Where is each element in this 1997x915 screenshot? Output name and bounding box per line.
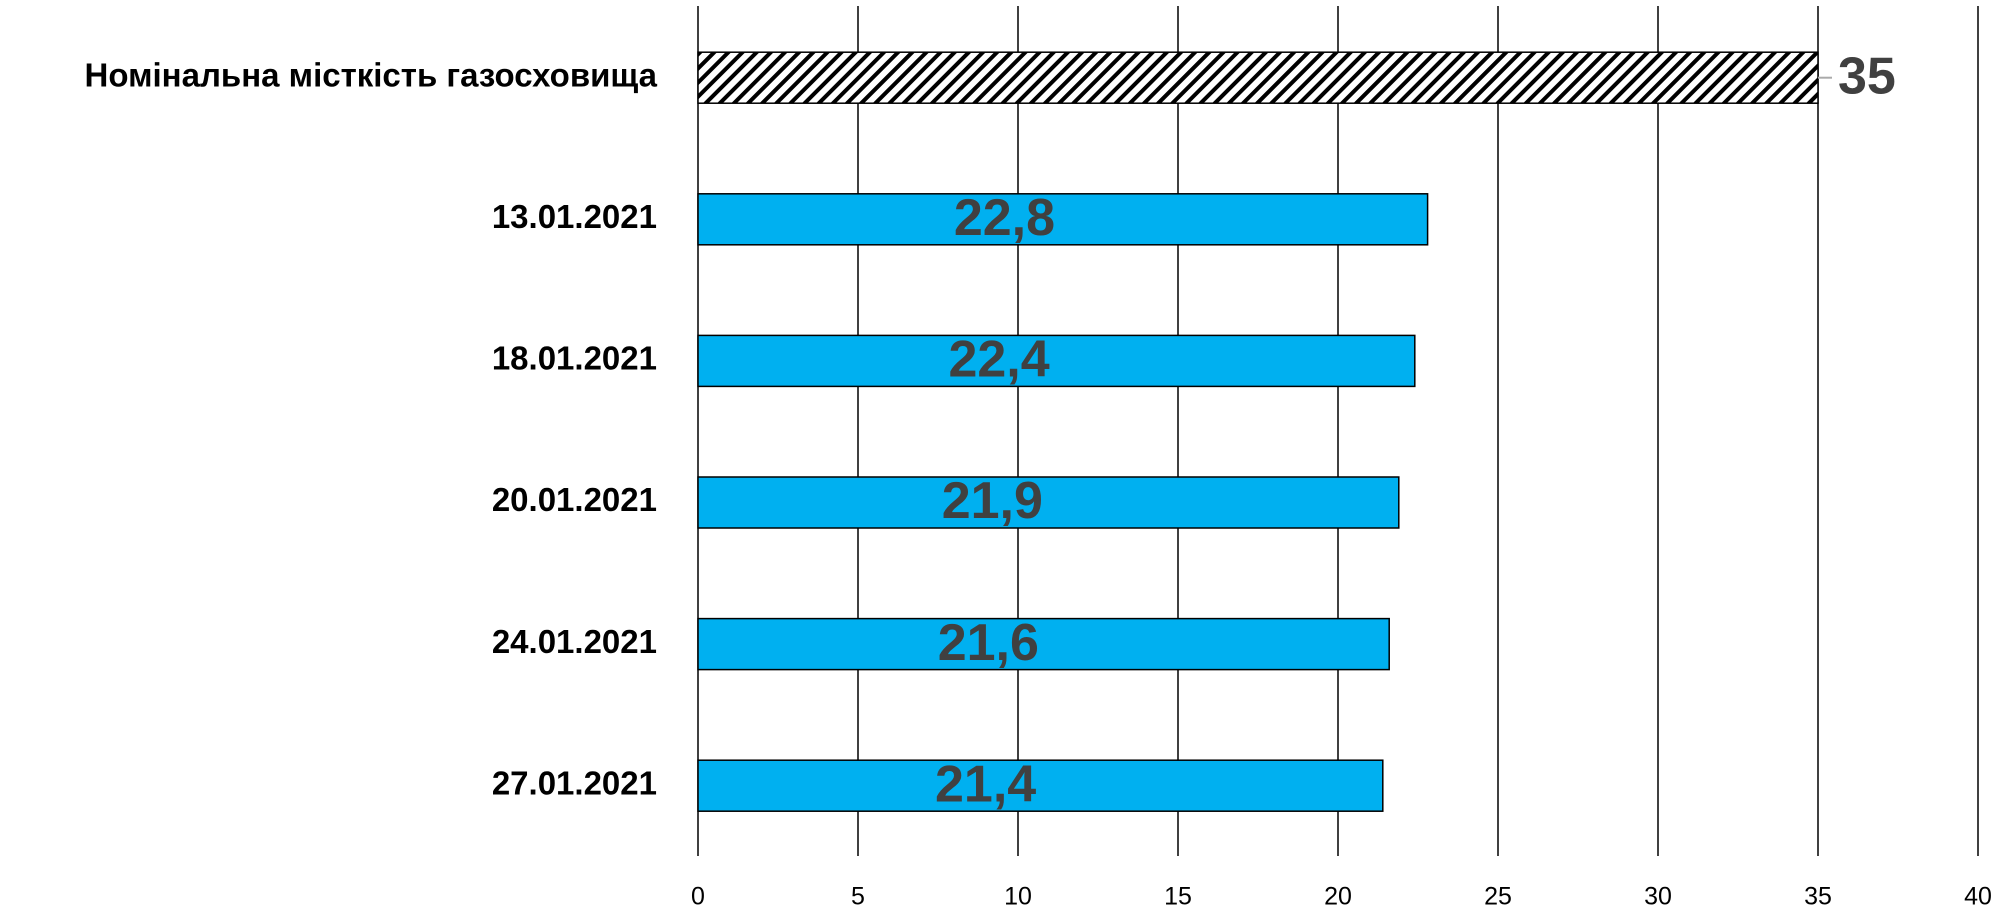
value-label: 21,9 [942, 472, 1043, 530]
category-label: 24.01.2021 [492, 623, 657, 660]
x-tick-label: 30 [1644, 883, 1672, 911]
x-tick-label: 5 [851, 883, 865, 911]
bar [697, 617, 1390, 671]
value-label: 35 [1838, 47, 1896, 105]
category-label: Номінальна місткість газосховища [85, 56, 658, 93]
bar [697, 193, 1429, 246]
x-tick-label: 0 [691, 883, 705, 911]
value-label: 22,4 [948, 331, 1049, 389]
value-label: 21,4 [935, 755, 1036, 813]
bar [697, 476, 1400, 529]
bar [697, 51, 1819, 104]
x-tick-label: 25 [1484, 883, 1512, 911]
x-tick-label: 10 [1004, 883, 1032, 911]
category-label: 27.01.2021 [492, 764, 657, 801]
category-label: 18.01.2021 [492, 340, 657, 377]
x-tick-label: 40 [1964, 883, 1992, 911]
category-label: 20.01.2021 [492, 481, 657, 518]
value-label: 21,6 [938, 614, 1039, 672]
bar [697, 759, 1384, 812]
x-tick-label: 20 [1324, 883, 1352, 911]
x-tick-label: 35 [1804, 883, 1832, 911]
value-label: 22,8 [954, 189, 1055, 247]
x-tick-label: 15 [1164, 883, 1192, 911]
category-label: 13.01.2021 [492, 198, 657, 235]
bar [697, 334, 1416, 388]
